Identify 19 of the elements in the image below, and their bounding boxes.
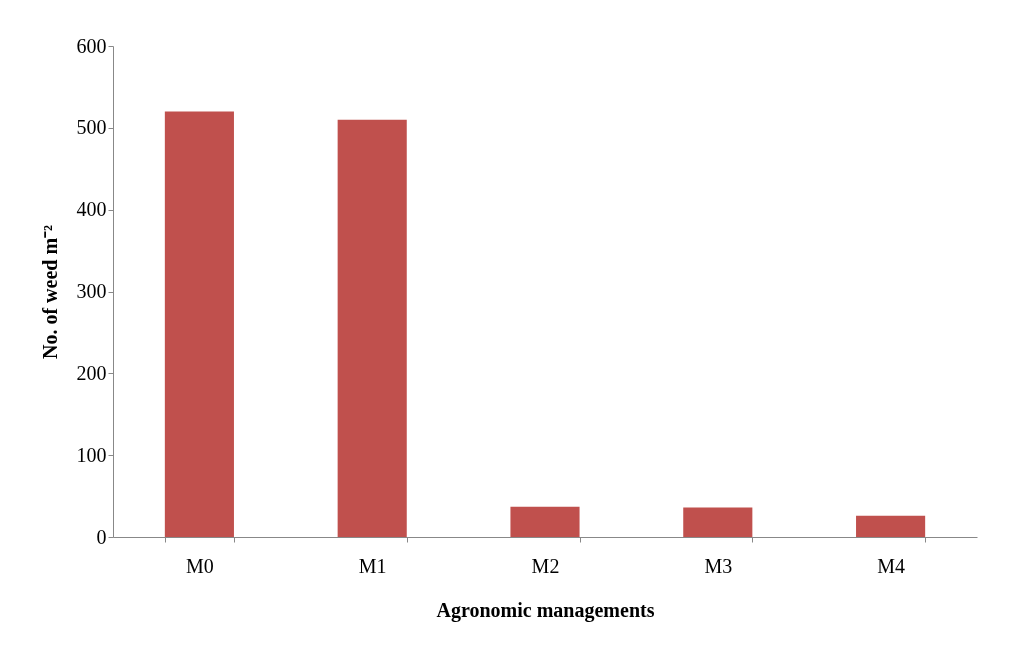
bar (337, 119, 407, 537)
x-tick-label: M4 (877, 554, 905, 577)
y-tick-label: 300 (76, 280, 107, 302)
bar (856, 515, 926, 537)
y-tick-label: 100 (76, 443, 107, 466)
y-tick-label: 500 (76, 116, 107, 139)
y-tick-label: 400 (76, 198, 107, 221)
x-tick-label: M0 (186, 554, 214, 577)
y-tick-label: 600 (76, 34, 107, 57)
x-tick-label: M3 (704, 554, 733, 577)
y-tick-label: 0 (96, 525, 107, 548)
bar (510, 506, 580, 537)
bar (164, 111, 234, 537)
y-axis-title: No. of weed m⁻² (38, 224, 61, 360)
x-tick-label: M2 (531, 554, 560, 577)
x-tick-label: M1 (358, 554, 387, 577)
bar (683, 507, 753, 537)
x-axis-title: Agronomic managements (436, 598, 655, 622)
y-tick-label: 200 (76, 361, 107, 384)
